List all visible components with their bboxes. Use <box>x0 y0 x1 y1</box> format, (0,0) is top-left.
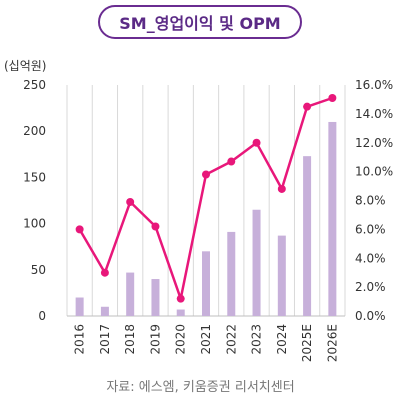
bar-2016 <box>75 297 84 316</box>
bar-2020 <box>176 309 185 316</box>
x-tick-label: 2022 <box>224 324 238 355</box>
bar-2018 <box>126 272 135 316</box>
bar-2021 <box>202 251 210 316</box>
x-tick-label: 2016 <box>73 324 87 355</box>
x-tick-label: 2025E <box>300 324 314 362</box>
axes: 0 50 100 150 200 250 0.0% 2.0% 4.0% 6.0% 8.0% 10.0%… <box>23 78 393 362</box>
opm-point-2024 <box>277 184 286 193</box>
opm-point-2026E <box>328 93 337 102</box>
bar-2024 <box>277 235 286 316</box>
opm-point-2022 <box>227 157 236 166</box>
y-left-unit-label: (십억원) <box>4 59 46 73</box>
y-right-tick-label: 10.0% <box>355 165 393 179</box>
opm-point-2025E <box>303 102 312 111</box>
x-tick-label: 2017 <box>98 324 112 355</box>
bar-2022 <box>227 231 236 316</box>
x-tick-label: 2019 <box>148 324 162 355</box>
y-left-tick-label: 0 <box>38 309 46 323</box>
source-note: 자료: 에스엠, 키움증권 리서치센터 <box>106 380 295 395</box>
y-left-tick-label: 250 <box>23 78 46 92</box>
bar-series <box>75 121 337 317</box>
y-left-tick-label: 200 <box>23 124 46 138</box>
bar-2026E <box>328 121 337 317</box>
y-left-tick-label: 50 <box>31 263 46 277</box>
y-right-tick-label: 8.0% <box>355 194 386 208</box>
y-right-tick-label: 12.0% <box>355 136 393 150</box>
y-right-tick-label: 14.0% <box>355 107 393 121</box>
x-tick-label: 2023 <box>250 324 264 355</box>
opm-point-2017 <box>100 268 109 277</box>
x-tick-label: 2020 <box>174 324 188 355</box>
opm-point-2019 <box>151 222 160 231</box>
opm-point-2018 <box>126 197 135 206</box>
y-right-tick-label: 2.0% <box>355 280 386 294</box>
bar-2025E <box>303 156 312 316</box>
bar-2019 <box>151 279 160 316</box>
y-left-tick-label: 150 <box>23 170 46 184</box>
bar-2017 <box>100 306 109 316</box>
opm-point-2021 <box>202 170 210 179</box>
y-right-tick-label: 6.0% <box>355 222 386 236</box>
opm-line-series <box>75 93 337 303</box>
grid-lines <box>66 85 346 317</box>
x-tick-label: 2021 <box>199 324 213 355</box>
y-right-tick-label: 16.0% <box>355 78 393 92</box>
opm-point-2023 <box>252 138 261 147</box>
bar-2023 <box>252 209 261 316</box>
x-tick-label: 2024 <box>275 324 289 355</box>
y-right-tick-label: 0.0% <box>355 309 386 323</box>
x-tick-label: 2026E <box>325 324 339 362</box>
x-tick-label: 2018 <box>123 324 137 355</box>
chart-title: SM_영업이익 및 OPM <box>119 14 281 33</box>
chart-title-badge: SM_영업이익 및 OPM <box>98 5 302 39</box>
y-right-tick-label: 4.0% <box>355 251 386 265</box>
opm-point-2016 <box>75 225 84 234</box>
y-left-tick-label: 100 <box>23 217 46 231</box>
opm-point-2020 <box>176 294 185 303</box>
